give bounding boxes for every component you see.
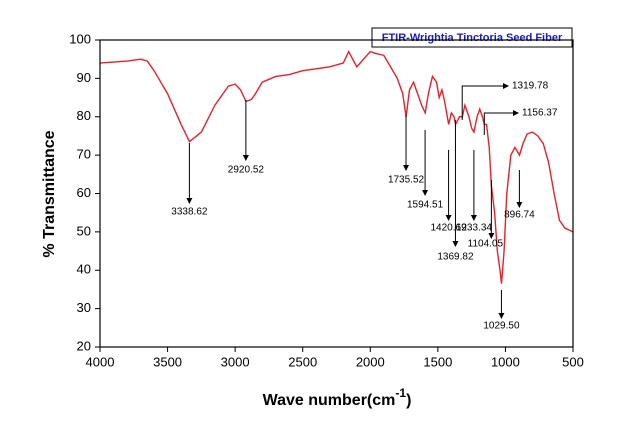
annotation-label: 1029.50 (483, 321, 520, 332)
x-tick-label: 2000 (356, 354, 385, 369)
y-tick-label: 60 (77, 185, 91, 200)
y-tick-label: 50 (77, 223, 91, 238)
y-tick-label: 80 (77, 108, 91, 123)
annotation-label: 1104.05 (468, 239, 504, 250)
x-axis-label: Wave number(cm-1) (263, 386, 412, 409)
x-tick-label: 2500 (288, 354, 317, 369)
x-tick-label: 4000 (86, 354, 115, 369)
x-tick-label: 1000 (491, 354, 520, 369)
annotation-arrow (483, 110, 519, 135)
y-tick-label: 90 (77, 70, 91, 85)
y-tick-label: 70 (77, 147, 91, 162)
annotation-label: 3338.62 (171, 207, 208, 218)
annotation-label: 896.74 (504, 210, 535, 221)
annotation-label: 1156.37 (522, 108, 558, 119)
x-tick-label: 3500 (153, 354, 182, 369)
annotation-label: 1319.78 (512, 81, 549, 92)
annotation-label: 1735.52 (388, 175, 425, 186)
y-tick-label: 30 (77, 300, 91, 315)
y-axis-label: % Transmittance (41, 130, 58, 257)
x-tick-label: 500 (562, 354, 584, 369)
annotation-label: 1420.69 (430, 223, 467, 234)
x-tick-label: 3000 (221, 354, 250, 369)
x-tick-label: 1500 (423, 354, 452, 369)
y-tick-label: 100 (69, 31, 91, 46)
annotation-label: 2920.52 (228, 165, 265, 176)
y-tick-label: 40 (77, 262, 91, 277)
y-tick-label: 20 (77, 338, 91, 353)
x-axis-label-sup: -1 (395, 386, 406, 400)
legend-box (371, 27, 573, 48)
x-axis-label-main: Wave number(cm (263, 392, 396, 409)
legend-title: FTIR-Wrightia Tinctoria Seed Fiber (382, 32, 563, 44)
x-axis-label-end: ) (406, 392, 411, 409)
annotation-label: 1369.82 (437, 252, 474, 263)
annotation-arrow (461, 83, 509, 120)
spectrum-line (99, 49, 574, 284)
annotation-label: 1594.51 (407, 200, 444, 211)
plot-frame (99, 39, 574, 348)
annotation-label: 1233.34 (456, 223, 493, 234)
